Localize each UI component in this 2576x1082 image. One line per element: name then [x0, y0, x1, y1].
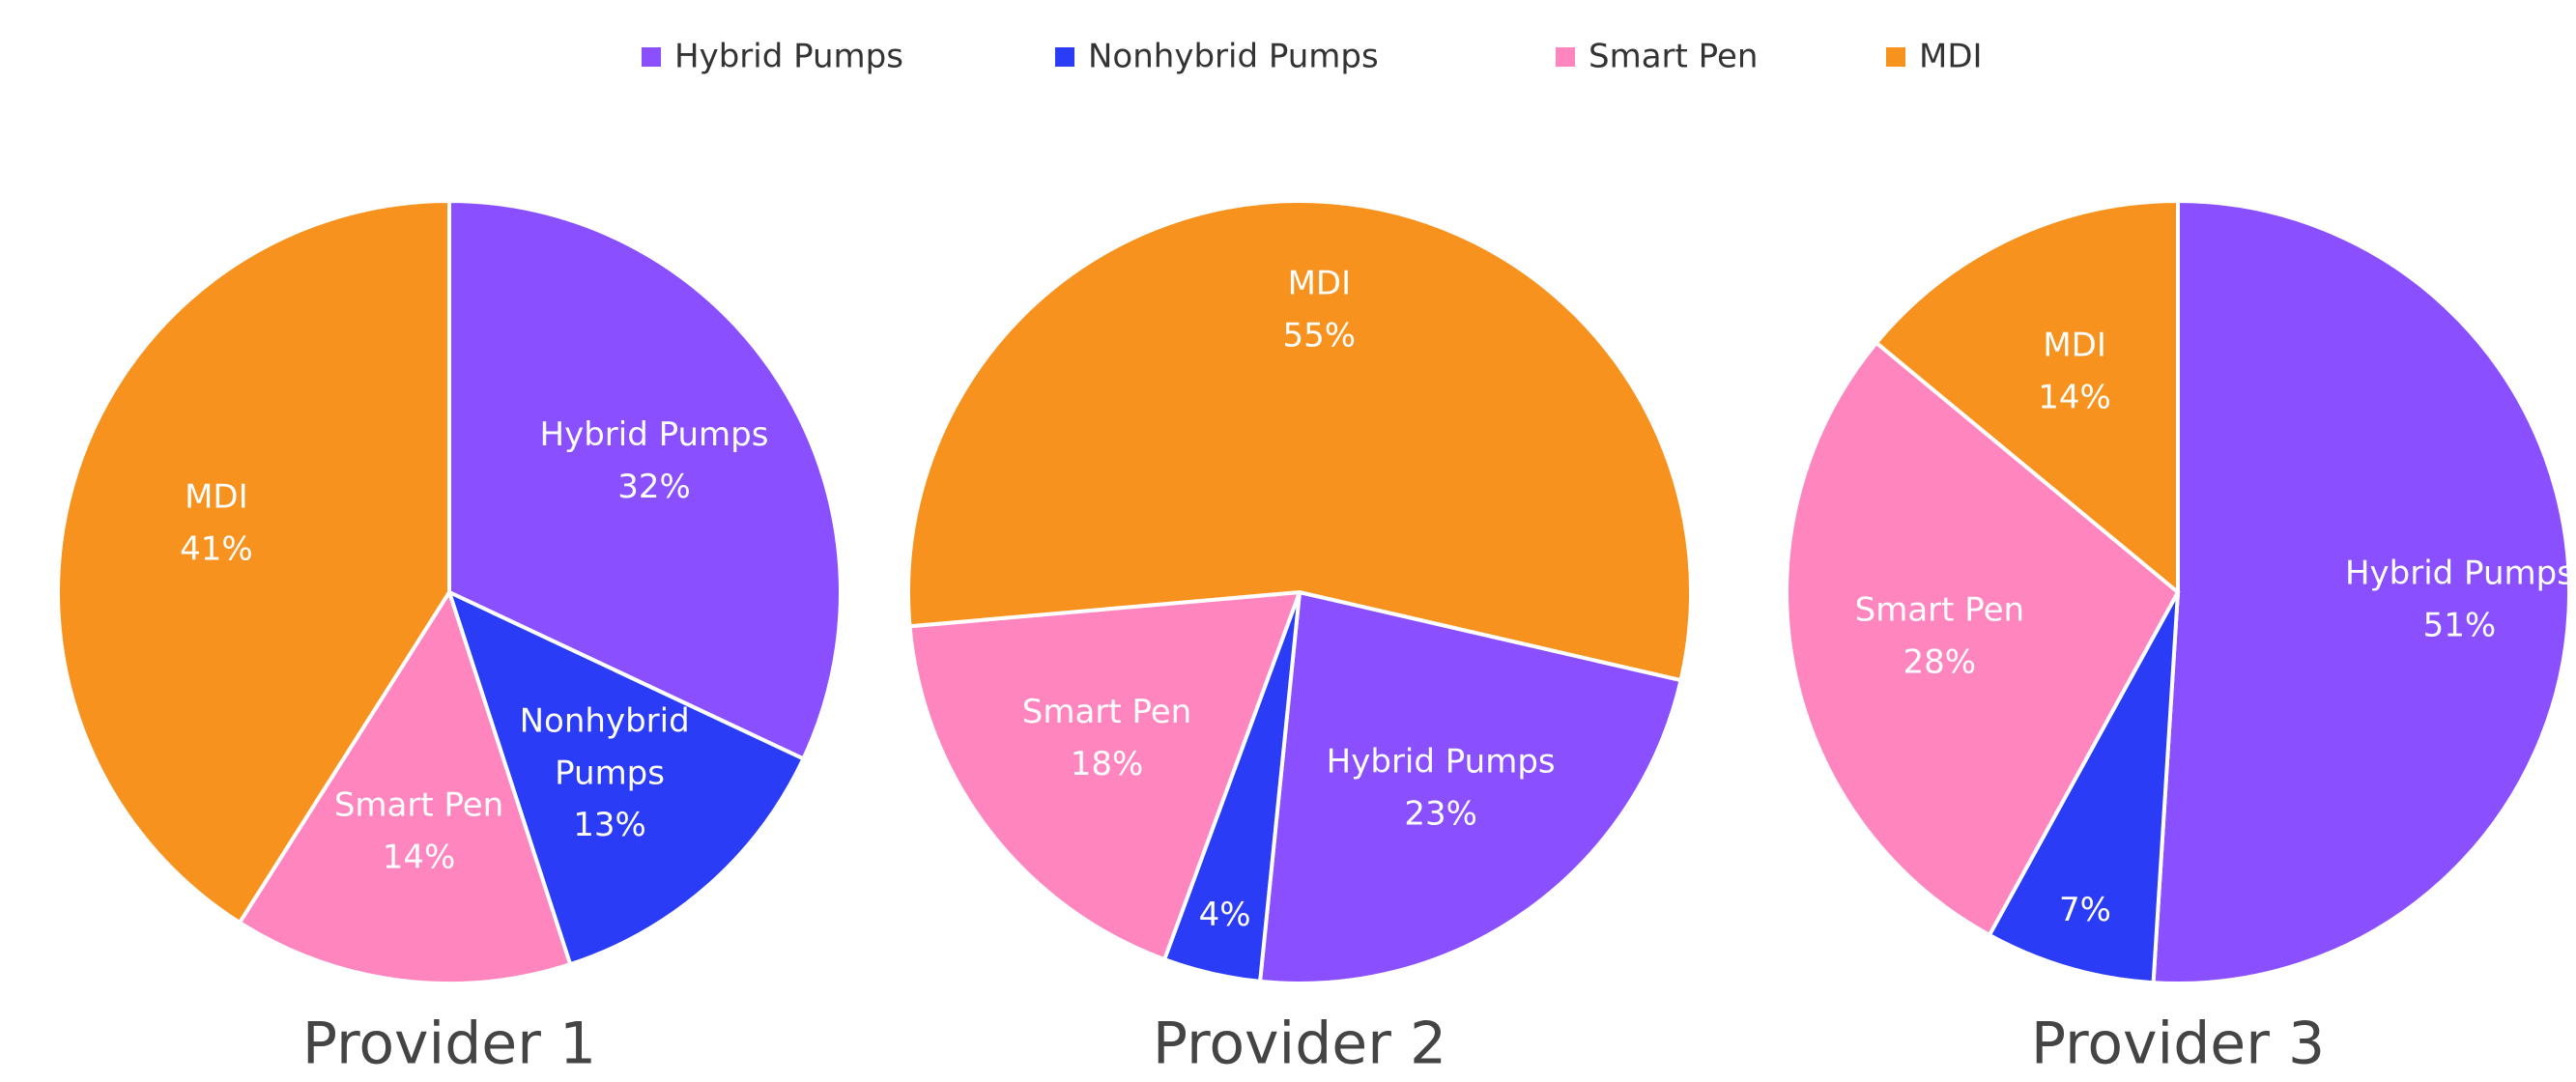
slice-value: 28% — [1903, 643, 1977, 682]
slice-value: 41% — [180, 529, 253, 568]
slice-value: 4% — [1199, 896, 1251, 934]
slice-category: MDI — [185, 477, 248, 516]
slice-category: Hybrid Pumps — [1327, 743, 1556, 782]
pie-slice — [1785, 340, 2181, 938]
pie-slice — [56, 198, 451, 925]
legend-label: Nonhybrid Pumps — [1088, 38, 1379, 76]
pie-slice — [1987, 591, 2180, 985]
pie-slice — [445, 588, 807, 967]
slice-category: Smart Pen — [1022, 693, 1191, 731]
chart-title: Provider 3 — [2031, 1011, 2325, 1078]
pie-slice — [907, 589, 1302, 962]
slice-value: 18% — [1071, 745, 1144, 783]
slice-category: Hybrid Pumps — [540, 415, 769, 454]
pie-slice — [237, 587, 573, 985]
slice-category: Smart Pen — [334, 786, 503, 825]
slice-value: 32% — [617, 468, 691, 506]
pie-slice — [906, 199, 1693, 683]
slice-value: 51% — [2423, 607, 2497, 645]
slice-value: 14% — [383, 839, 456, 877]
legend-swatch — [1886, 47, 1905, 67]
slice-value: 23% — [1404, 795, 1477, 834]
legend-label: MDI — [1919, 38, 1983, 76]
pie-slice — [1257, 589, 1684, 985]
slice-category: MDI — [1288, 265, 1352, 303]
slice-value: 7% — [2059, 891, 2111, 929]
slice-category: MDI — [2043, 326, 2106, 364]
pie-slice — [447, 198, 843, 762]
pie-slice — [2151, 198, 2571, 985]
legend-swatch — [1556, 47, 1575, 67]
chart-title: Provider 1 — [302, 1011, 596, 1078]
slice-value: 13% — [573, 806, 646, 844]
legend-swatch — [1055, 47, 1074, 67]
pie-slice — [1874, 198, 2180, 597]
legend-label: Smart Pen — [1589, 38, 1758, 76]
legend-label: Hybrid Pumps — [674, 38, 903, 76]
slice-category: Smart Pen — [1855, 591, 2024, 630]
slice-value: 55% — [1283, 317, 1357, 356]
slice-category: Hybrid Pumps — [2345, 555, 2574, 593]
slice-value: 14% — [2038, 378, 2111, 416]
slice-category: Nonhybrid Pumps — [520, 701, 701, 792]
chart-title: Provider 2 — [1153, 1011, 1446, 1078]
legend-swatch — [642, 47, 661, 67]
